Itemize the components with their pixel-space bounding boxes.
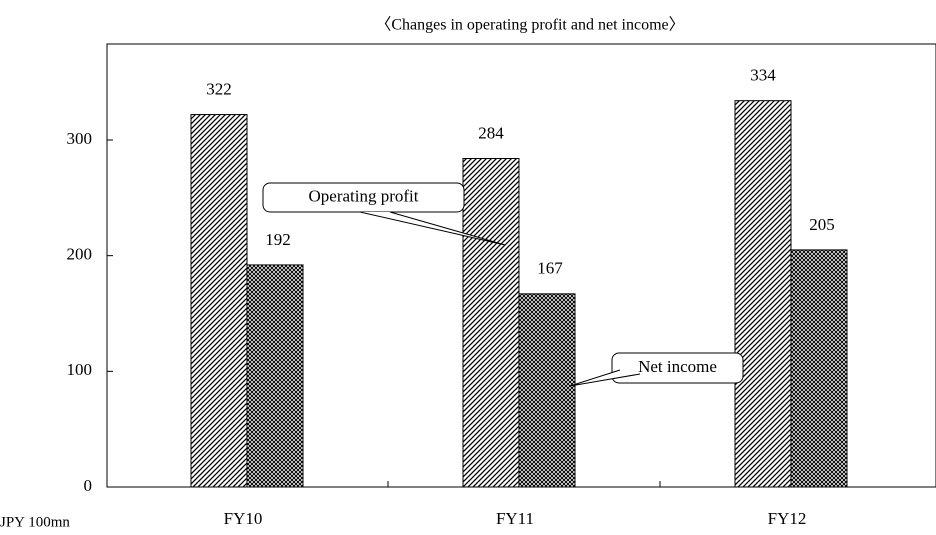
legend-label: Operating profit xyxy=(309,186,419,205)
bar xyxy=(518,293,576,488)
y-unit: JPY 100mn xyxy=(0,514,70,530)
bar xyxy=(734,100,792,488)
y-tick-label: 100 xyxy=(67,360,93,379)
callout-box xyxy=(611,352,744,384)
value-label: 167 xyxy=(537,259,563,278)
y-tick-label: 200 xyxy=(67,245,93,264)
bar xyxy=(462,158,520,488)
bar xyxy=(246,264,304,488)
callout-pointer xyxy=(569,369,641,387)
x-tick-label: FY12 xyxy=(768,509,807,528)
value-label: 284 xyxy=(478,123,504,142)
bar xyxy=(190,114,248,488)
x-tick-label: FY11 xyxy=(496,509,534,528)
value-label: 322 xyxy=(206,79,232,98)
x-tick-label: FY10 xyxy=(224,509,263,528)
y-tick-label: 300 xyxy=(67,129,93,148)
y-tick-label: 0 xyxy=(84,476,93,495)
bar xyxy=(790,249,848,488)
value-label: 205 xyxy=(809,215,835,234)
chart-title: 〈Changes in operating profit and net inc… xyxy=(375,17,684,34)
value-label: 192 xyxy=(265,230,291,249)
callout-pointer xyxy=(359,211,506,246)
legend-label: Net income xyxy=(638,357,717,376)
value-label: 334 xyxy=(750,66,776,85)
